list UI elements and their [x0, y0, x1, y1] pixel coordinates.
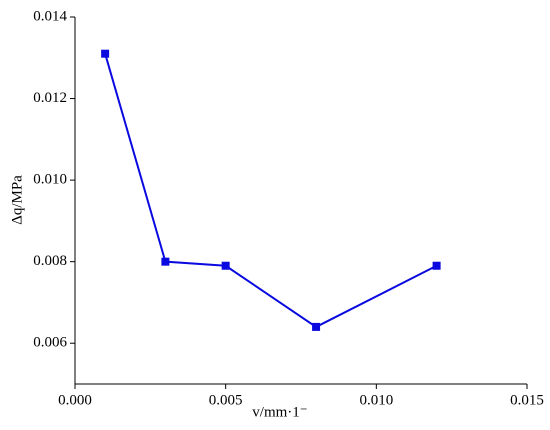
y-axis-label: Δq/MPa	[9, 175, 25, 225]
y-tick-label: 0.008	[33, 253, 67, 269]
x-tick-label: 0.010	[359, 392, 393, 408]
y-tick-label: 0.012	[33, 90, 67, 106]
x-axis-label: v/mm·1⁻	[252, 404, 307, 420]
x-tick-label: 0.015	[510, 392, 544, 408]
y-tick-label: 0.010	[33, 172, 67, 188]
y-tick-label: 0.006	[33, 335, 67, 351]
marker	[161, 257, 170, 266]
marker	[101, 49, 110, 58]
marker	[432, 261, 441, 270]
x-tick-label: 0.000	[58, 392, 92, 408]
series-line	[104, 53, 438, 329]
x-tick-label: 0.005	[209, 392, 243, 408]
marker	[221, 261, 230, 270]
marker	[312, 322, 321, 331]
y-tick-label: 0.014	[33, 8, 67, 24]
